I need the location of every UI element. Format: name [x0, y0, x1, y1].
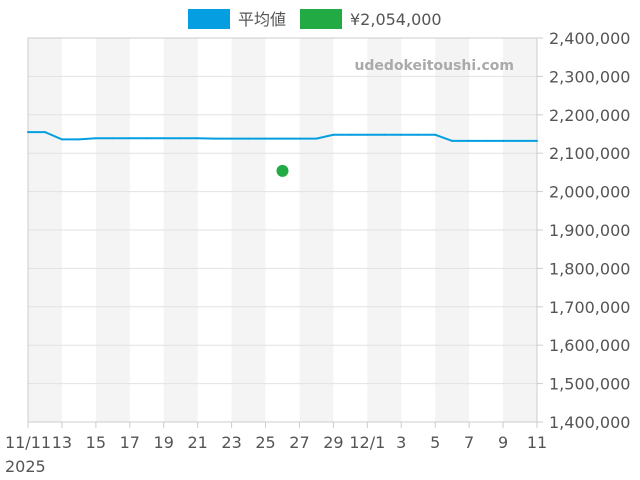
x-tick-label: 25: [255, 433, 275, 452]
x-tick-label: 12/1: [349, 433, 385, 452]
x-tick-label: 15: [86, 433, 106, 452]
price-point: [276, 164, 289, 177]
x-tick-label: 13: [52, 433, 72, 452]
y-tick-label: 2,000,000: [549, 183, 630, 202]
y-tick-label: 1,600,000: [549, 336, 630, 355]
average-price-point: [332, 133, 335, 136]
average-price-point: [264, 137, 267, 140]
x-tick-label: 11/11: [5, 433, 51, 452]
x-tick-label: 3: [396, 433, 406, 452]
y-tick-label: 2,200,000: [549, 106, 630, 125]
y-tick-label: 2,400,000: [549, 29, 630, 48]
legend-swatch-average[interactable]: [188, 9, 230, 29]
average-price-point: [230, 137, 233, 140]
average-price-point: [298, 137, 301, 140]
average-price-point: [162, 137, 165, 140]
average-price-point: [485, 139, 488, 142]
x-axis-year-label: 2025: [5, 457, 46, 476]
average-price-point: [315, 137, 318, 140]
average-price-point: [60, 138, 63, 141]
average-price-point: [213, 137, 216, 140]
y-tick-label: 1,500,000: [549, 375, 630, 394]
average-price-point: [43, 131, 46, 134]
y-tick-label: 2,100,000: [549, 144, 630, 163]
x-tick-label: 21: [187, 433, 207, 452]
x-tick-label: 11: [527, 433, 547, 452]
average-price-point: [196, 137, 199, 140]
average-price-point: [383, 133, 386, 136]
y-tick-label: 1,700,000: [549, 298, 630, 317]
average-price-point: [366, 133, 369, 136]
x-tick-label: 17: [120, 433, 140, 452]
legend[interactable]: 平均値 ¥2,054,000: [188, 9, 442, 29]
y-tick-label: 2,300,000: [549, 67, 630, 86]
average-price-point: [281, 137, 284, 140]
average-price-point: [502, 139, 505, 142]
average-price-point: [128, 137, 131, 140]
average-price-point: [468, 139, 471, 142]
x-tick-label: 5: [430, 433, 440, 452]
x-axis-ticks: 11/11 13 15 17 19 21 23 25 27 29 12/1 3 5 7 9 11: [5, 422, 547, 452]
watermark: udedokeitoushi.com: [354, 58, 514, 74]
x-tick-label: 23: [221, 433, 241, 452]
x-tick-label: 9: [498, 433, 508, 452]
x-tick-label: 19: [154, 433, 174, 452]
average-price-point: [27, 131, 29, 134]
legend-swatch-price[interactable]: [300, 9, 342, 29]
series-layer: [27, 131, 538, 177]
average-price-point: [111, 137, 114, 140]
y-tick-label: 1,400,000: [549, 413, 630, 432]
x-tick-label: 29: [323, 433, 343, 452]
average-price-point: [247, 137, 250, 140]
average-price-point: [77, 138, 80, 141]
y-axis-ticks: 1,400,000 1,500,000 1,600,000 1,700,000 1,80…: [537, 29, 630, 432]
y-tick-label: 1,800,000: [549, 259, 630, 278]
average-price-point: [434, 133, 437, 136]
y-tick-label: 1,900,000: [549, 221, 630, 240]
legend-label-price[interactable]: ¥2,054,000: [350, 10, 442, 29]
average-price-point: [349, 133, 352, 136]
average-price-point: [417, 133, 420, 136]
average-price-point: [94, 137, 97, 140]
x-tick-label: 7: [464, 433, 474, 452]
average-price-point: [536, 139, 538, 142]
average-price-point: [451, 139, 454, 142]
average-price-point: [519, 139, 522, 142]
average-price-point: [179, 137, 182, 140]
average-price-point: [400, 133, 403, 136]
legend-label-average[interactable]: 平均値: [238, 10, 286, 29]
x-tick-label: 27: [289, 433, 309, 452]
average-price-point: [145, 137, 148, 140]
